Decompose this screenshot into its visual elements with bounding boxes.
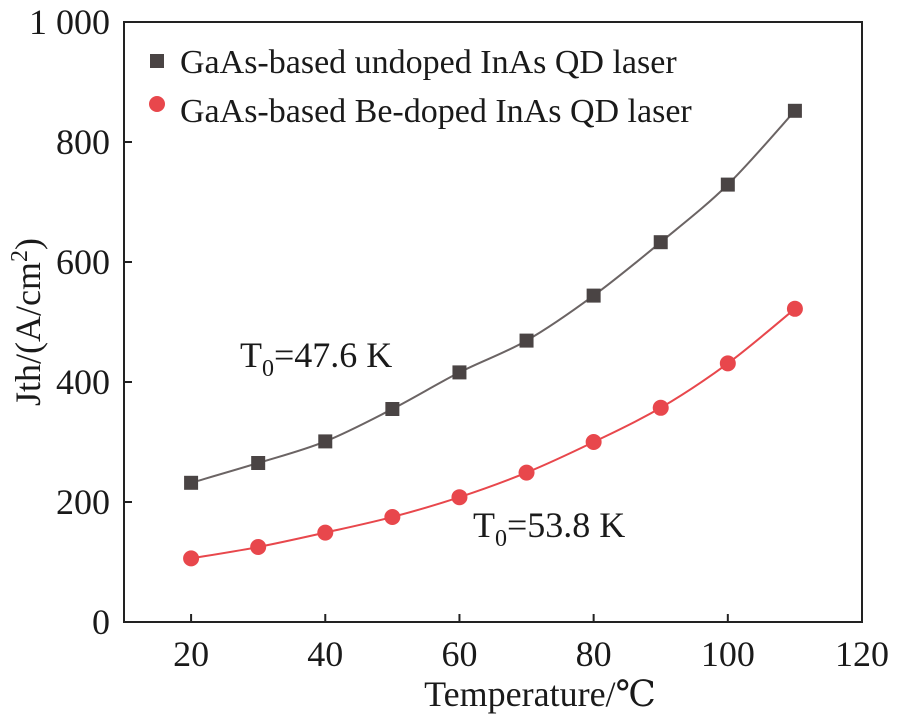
- x-axis-title: Temperature/℃: [424, 674, 656, 714]
- legend-label-undoped: GaAs-based undoped InAs QD laser: [180, 44, 677, 81]
- data-point-undoped: [184, 475, 199, 490]
- data-point-be-doped: [652, 399, 669, 416]
- data-point-be-doped: [250, 539, 267, 555]
- data-point-undoped: [586, 288, 601, 303]
- fit-curve-series-0: [190, 110, 796, 484]
- legend: GaAs-based undoped InAs QD laser GaAs-ba…: [149, 44, 692, 130]
- data-point-be-doped: [317, 524, 334, 541]
- data-point-undoped: [720, 177, 735, 192]
- y-tick-label: 1 000: [29, 2, 110, 42]
- data-point-undoped: [385, 402, 400, 416]
- x-tick-label: 60: [441, 634, 477, 674]
- x-tick-label: 80: [576, 634, 612, 674]
- data-point-undoped: [519, 333, 534, 348]
- fit-curve-series-1: [190, 308, 796, 560]
- data-point-undoped: [787, 103, 802, 118]
- fit-curves: [190, 110, 796, 560]
- data-point-be-doped: [183, 550, 200, 567]
- data-point-be-doped: [518, 464, 535, 481]
- data-point-be-doped: [585, 434, 602, 450]
- y-tick-label: 400: [56, 362, 110, 402]
- annotation-t0-be-doped: T0=53.8 K: [473, 505, 625, 552]
- y-tick-label: 800: [56, 122, 110, 162]
- annotation-t0-undoped: T0=47.6 K: [240, 335, 392, 382]
- data-markers: [183, 103, 803, 567]
- x-tick-label: 100: [701, 634, 755, 674]
- data-point-undoped: [318, 434, 333, 449]
- data-point-be-doped: [384, 509, 401, 525]
- axis-ticks: 20 40 60 80 100 120 0 200 400 600 800 1 000: [29, 2, 889, 674]
- plot-frame: [123, 21, 863, 623]
- x-tick-label: 20: [173, 634, 209, 674]
- y-tick-label: 600: [56, 242, 110, 282]
- legend-marker-be-doped: [149, 96, 165, 112]
- data-point-be-doped: [786, 300, 803, 317]
- y-tick-label: 200: [56, 482, 110, 522]
- data-point-undoped: [653, 235, 668, 250]
- data-point-be-doped: [451, 489, 468, 506]
- legend-label-be-doped: GaAs-based Be-doped InAs QD laser: [180, 93, 692, 130]
- x-tick-label: 120: [835, 634, 889, 674]
- x-tick-label: 40: [307, 634, 343, 674]
- y-axis-title: Jth/(A/cm2): [7, 238, 48, 406]
- legend-marker-undoped: [150, 54, 164, 68]
- data-point-be-doped: [719, 355, 736, 372]
- data-point-undoped: [251, 456, 266, 470]
- data-point-undoped: [452, 365, 467, 380]
- y-tick-label: 0: [92, 602, 110, 642]
